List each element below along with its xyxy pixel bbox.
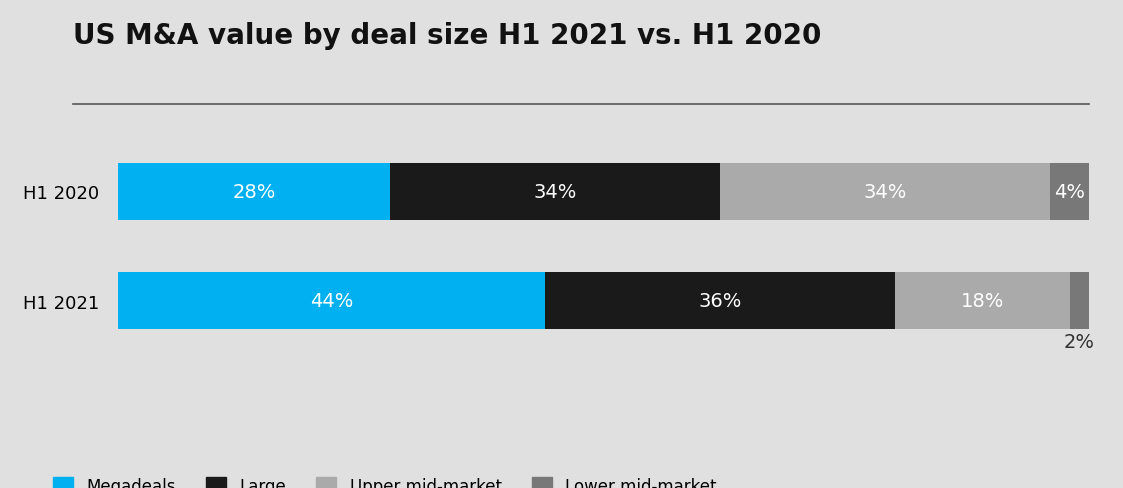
Bar (895, 273, 1070, 329)
Text: 44%: 44% (310, 291, 354, 310)
Bar (1070, 273, 1089, 329)
Bar (118, 273, 546, 329)
Bar (1050, 163, 1089, 220)
Legend: Megadeals, Large, Upper mid-market, Lower mid-market: Megadeals, Large, Upper mid-market, Lowe… (54, 477, 716, 488)
Bar (546, 273, 895, 329)
Bar (720, 163, 1050, 220)
Text: 18%: 18% (961, 291, 1004, 310)
Bar (118, 163, 390, 220)
Text: 2%: 2% (1063, 333, 1094, 352)
Text: 28%: 28% (232, 183, 275, 202)
Text: 4%: 4% (1054, 183, 1086, 202)
Text: US M&A value by deal size H1 2021 vs. H1 2020: US M&A value by deal size H1 2021 vs. H1… (73, 22, 821, 50)
Text: 34%: 34% (864, 183, 907, 202)
Bar (390, 163, 720, 220)
Text: 34%: 34% (533, 183, 577, 202)
Text: 36%: 36% (699, 291, 742, 310)
